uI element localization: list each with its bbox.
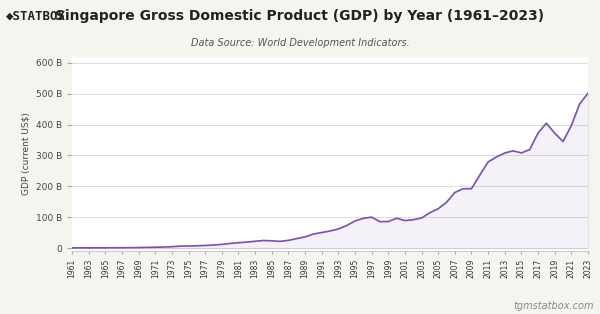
Text: Data Source: World Development Indicators.: Data Source: World Development Indicator… [191, 38, 409, 48]
Text: ◆STATBOX: ◆STATBOX [6, 9, 66, 22]
Text: tgmstatbox.com: tgmstatbox.com [514, 301, 594, 311]
Text: Singapore Gross Domestic Product (GDP) by Year (1961–2023): Singapore Gross Domestic Product (GDP) b… [55, 9, 545, 24]
Y-axis label: GDP (current US$): GDP (current US$) [22, 112, 31, 195]
